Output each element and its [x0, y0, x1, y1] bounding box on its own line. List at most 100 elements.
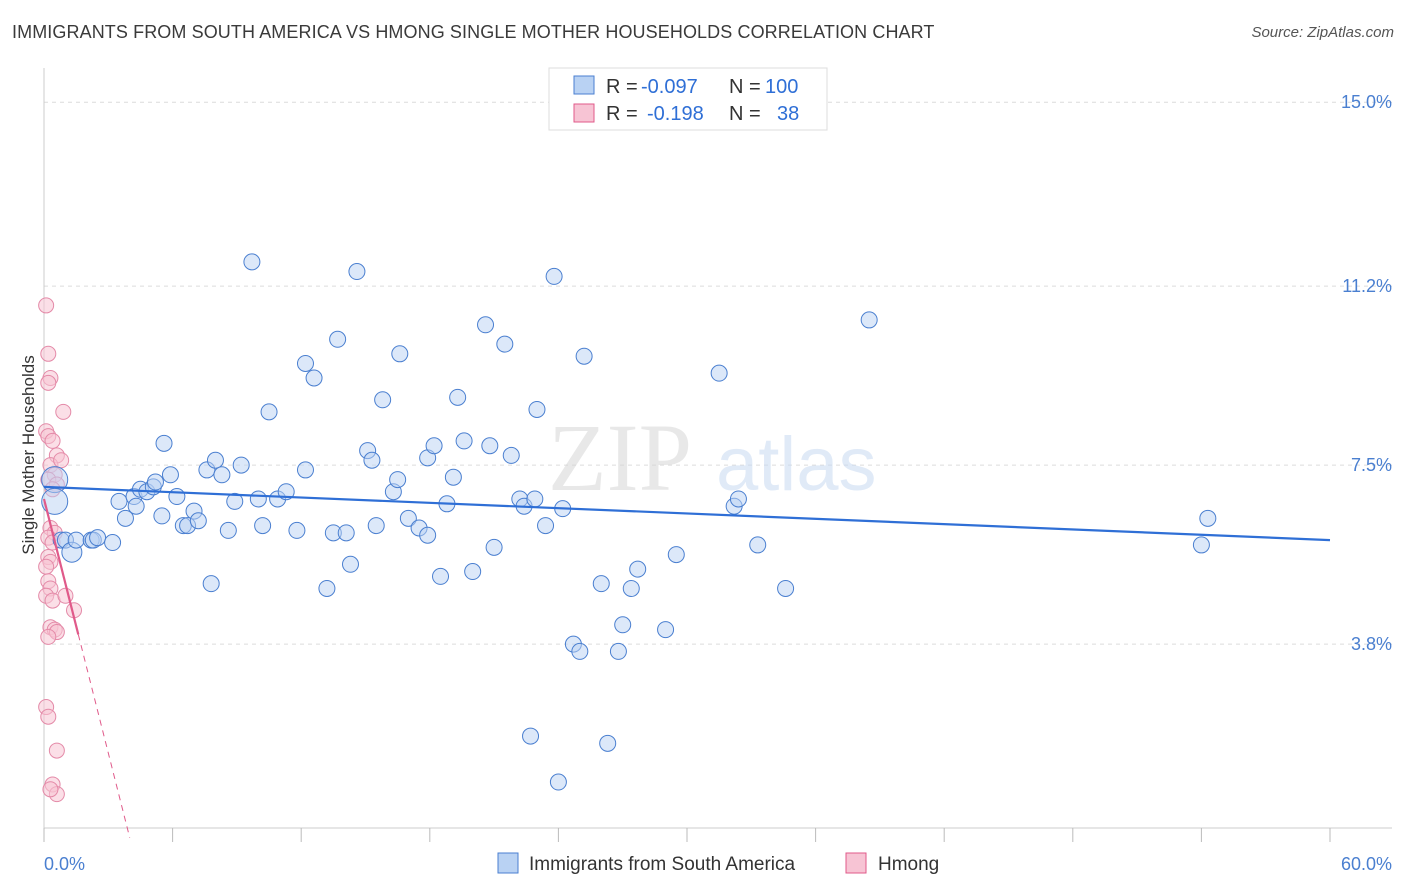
immigrants-point	[374, 391, 392, 409]
hmong-trend-line	[42, 498, 80, 635]
hmong-point	[53, 452, 70, 469]
y-axis-label: Single Mother Households	[19, 355, 38, 554]
chart-source: Source: ZipAtlas.com	[1251, 24, 1394, 41]
immigrants-point	[155, 434, 173, 452]
y-tick-label: 11.2%	[1342, 276, 1392, 296]
hmong-point	[44, 432, 61, 449]
immigrants-points	[41, 253, 1217, 791]
immigrants-point	[226, 492, 244, 510]
immigrants-point	[575, 347, 593, 365]
immigrants-point	[522, 727, 540, 745]
immigrants-point	[341, 555, 359, 573]
immigrants-point	[729, 490, 747, 508]
immigrants-point	[496, 335, 514, 353]
immigrants-point	[367, 517, 385, 535]
immigrants-point	[710, 364, 728, 382]
immigrants-point	[629, 560, 647, 578]
immigrants-point	[110, 492, 128, 510]
immigrants-point	[1199, 509, 1217, 527]
watermark: ZIP atlas	[548, 404, 877, 511]
immigrants-point	[288, 521, 306, 539]
immigrants-point	[260, 403, 278, 421]
immigrants-point	[243, 253, 261, 271]
immigrants-point	[296, 461, 314, 479]
immigrants-point	[399, 509, 417, 527]
immigrants-point	[202, 575, 220, 593]
chart-title: IMMIGRANTS FROM SOUTH AMERICA VS HMONG S…	[12, 22, 935, 42]
immigrants-point	[391, 345, 409, 363]
hmong-point	[40, 345, 57, 362]
immigrants-point	[432, 567, 450, 585]
hmong-point	[42, 781, 59, 798]
bottom-legend-blue-swatch	[497, 852, 519, 874]
trend-lines	[42, 485, 1331, 838]
immigrants-point	[749, 536, 767, 554]
immigrants-point	[592, 575, 610, 593]
x-tick-label: 0.0%	[44, 854, 85, 874]
watermark-zip: ZIP	[548, 404, 692, 511]
y-tick-labels: 3.8% 7.5% 11.2% 15.0%	[1341, 92, 1392, 654]
legend-row2-n-label: N =	[729, 103, 761, 125]
legend-pink-swatch	[573, 103, 595, 123]
immigrants-point	[232, 456, 250, 474]
immigrants-point	[571, 642, 589, 660]
bottom-legend-hmong: Hmong	[878, 854, 939, 875]
legend-row1-n-label: N =	[729, 76, 761, 98]
immigrants-point	[337, 524, 355, 542]
immigrants-point	[622, 579, 640, 597]
immigrants-point	[348, 263, 366, 281]
immigrants-point	[89, 529, 107, 547]
hmong-point	[40, 628, 57, 645]
immigrants-point	[528, 400, 546, 418]
grid-lines	[44, 101, 1392, 645]
x-tick-labels: 0.0% 60.0%	[44, 854, 1392, 874]
immigrants-point	[305, 369, 323, 387]
hmong-trend-extension	[77, 634, 131, 838]
legend-blue-swatch	[573, 75, 595, 95]
immigrants-point	[296, 354, 314, 372]
immigrants-point	[318, 579, 336, 597]
immigrants-point	[667, 546, 685, 564]
immigrants-trend-line	[43, 485, 1331, 542]
immigrants-point	[526, 490, 544, 508]
immigrants-point	[537, 517, 555, 535]
immigrants-point	[545, 267, 563, 285]
immigrants-point	[657, 621, 675, 639]
immigrants-point	[777, 579, 795, 597]
hmong-point	[55, 403, 72, 420]
y-tick-label: 7.5%	[1351, 455, 1392, 475]
legend-row2-r-label: R =	[606, 103, 638, 125]
immigrants-point	[249, 490, 267, 508]
series-legend: Immigrants from South America Hmong	[497, 852, 939, 875]
immigrants-point	[449, 388, 467, 406]
immigrants-point	[189, 512, 207, 530]
hmong-point	[40, 374, 57, 391]
legend-row1-r-label: R =	[606, 76, 638, 98]
immigrants-point	[153, 507, 171, 525]
immigrants-point	[549, 773, 567, 791]
immigrants-point	[599, 734, 617, 752]
y-tick-label: 3.8%	[1351, 634, 1392, 654]
immigrants-point	[464, 563, 482, 581]
immigrants-point	[1192, 536, 1210, 554]
immigrants-point	[104, 534, 122, 552]
immigrants-point	[161, 466, 179, 484]
hmong-point	[40, 708, 57, 725]
immigrants-point	[860, 311, 878, 329]
immigrants-point	[219, 521, 237, 539]
hmong-point	[38, 558, 55, 575]
bottom-legend-pink-swatch	[845, 852, 867, 874]
legend-row2-r-value: -0.198	[647, 103, 704, 125]
legend-row2-n-value: 38	[777, 103, 799, 125]
immigrants-point	[213, 466, 231, 484]
legend-row1-n-value: 100	[765, 76, 798, 98]
immigrants-point	[425, 437, 443, 455]
hmong-point	[48, 742, 65, 759]
hmong-point	[38, 297, 55, 314]
immigrants-point	[363, 451, 381, 469]
x-tick-label: 60.0%	[1341, 854, 1392, 874]
immigrants-point	[168, 488, 186, 506]
immigrants-point	[485, 538, 503, 556]
immigrants-point	[127, 497, 145, 515]
